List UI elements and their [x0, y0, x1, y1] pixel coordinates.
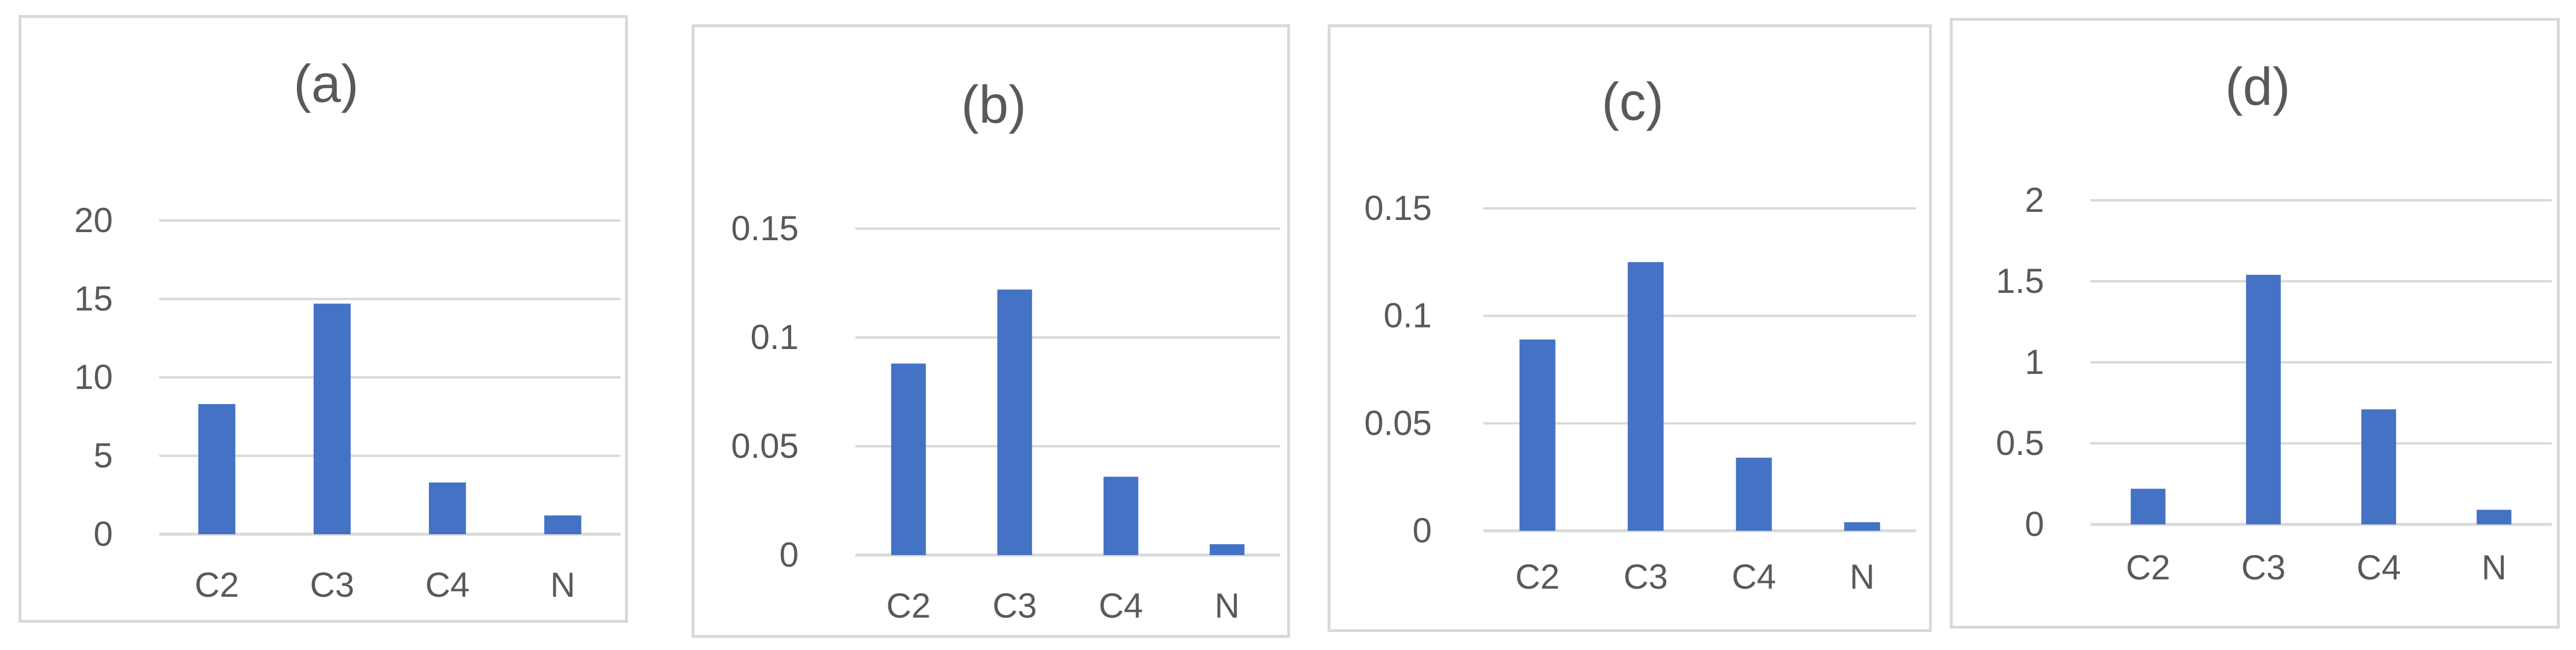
y-tick-label: 1.5: [1996, 262, 2044, 300]
x-tick-label: C2: [1515, 557, 1560, 596]
bar-c3: [2246, 274, 2281, 524]
x-tick-label: C4: [425, 565, 470, 604]
bar-c4: [429, 482, 466, 534]
chart-c-svg: (c) 0 0.05 0.1 0.15 C2 C3 C4 N: [1364, 72, 1916, 596]
x-tick-label: C4: [1732, 557, 1776, 596]
bar-c4: [1103, 476, 1138, 555]
y-tick-label: 20: [74, 201, 113, 240]
x-tick-label: C3: [1623, 557, 1668, 596]
y-tick-label: 0.1: [1384, 296, 1432, 335]
y-tick-label: 0.5: [1996, 424, 2044, 462]
y-tick-label: 0.15: [1364, 189, 1432, 227]
x-tick-label: N: [2482, 548, 2507, 587]
y-tick-label: 2: [2025, 181, 2044, 219]
bar-c4: [1736, 457, 1772, 531]
y-tick-label: 5: [94, 436, 113, 475]
y-tick-label: 0.05: [731, 427, 799, 465]
y-tick-label: 0: [780, 535, 799, 574]
x-tick-label: N: [550, 565, 575, 604]
bar-c2: [198, 404, 236, 534]
y-tick-label: 0: [94, 515, 113, 553]
chart-a-svg: (a) 0 5 10 15 20 C2 C3 C4 N: [74, 54, 620, 604]
bar-c3: [997, 289, 1032, 555]
chart-panel-d: (d) 0 0.5 1 1.5 2 C2 C3 C4 N: [1950, 18, 2560, 629]
bar-n: [544, 515, 582, 534]
y-tick-label: 0.05: [1364, 403, 1432, 442]
bar-c3: [1627, 262, 1664, 531]
bar-c2: [891, 363, 926, 555]
chart-title: (c): [1601, 72, 1663, 131]
chart-title: (a): [293, 54, 358, 113]
bar-n: [1844, 522, 1880, 531]
x-tick-label: C3: [993, 586, 1037, 625]
chart-title: (b): [961, 75, 1026, 134]
bar-c2: [1519, 339, 1556, 531]
y-tick-label: 15: [74, 280, 113, 318]
chart-panel-a: (a) 0 5 10 15 20 C2 C3 C4 N: [19, 15, 628, 623]
x-tick-label: C4: [1098, 586, 1143, 625]
y-tick-label: 0: [2025, 505, 2044, 543]
x-tick-label: C2: [886, 586, 931, 625]
x-tick-label: C2: [2126, 548, 2170, 587]
x-tick-label: C4: [2357, 548, 2401, 587]
bar-c3: [313, 303, 351, 534]
x-tick-label: N: [1850, 557, 1875, 596]
y-tick-label: 0.1: [751, 318, 799, 357]
chart-b-svg: (b) 0 0.05 0.1 0.15 C2 C3 C4 N: [731, 75, 1280, 625]
x-tick-label: C2: [194, 565, 239, 604]
bar-n: [2476, 509, 2512, 524]
chart-d-svg: (d) 0 0.5 1 1.5 2 C2 C3 C4 N: [1996, 57, 2552, 587]
y-tick-label: 10: [74, 358, 113, 396]
bar-c2: [2130, 489, 2166, 524]
y-tick-label: 0: [1413, 511, 1432, 550]
y-tick-label: 0.15: [731, 209, 799, 248]
chart-panel-b: (b) 0 0.05 0.1 0.15 C2 C3 C4 N: [692, 24, 1290, 638]
y-tick-label: 1: [2025, 343, 2044, 381]
x-tick-label: C3: [310, 565, 355, 604]
bar-n: [1210, 544, 1245, 555]
bar-c4: [2361, 409, 2397, 524]
chart-title: (d): [2225, 57, 2290, 116]
chart-panel-c: (c) 0 0.05 0.1 0.15 C2 C3 C4 N: [1328, 24, 1932, 632]
x-tick-label: C3: [2241, 548, 2286, 587]
x-tick-label: N: [1215, 586, 1240, 625]
